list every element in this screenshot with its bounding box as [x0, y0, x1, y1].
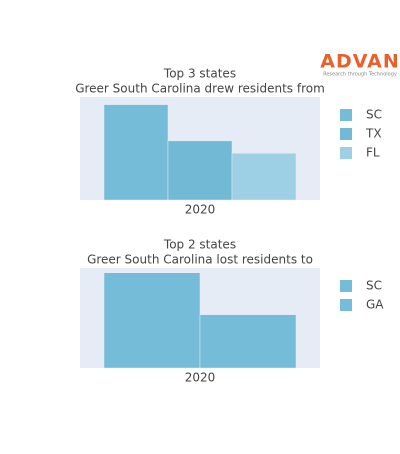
- legend-label: TX: [365, 127, 382, 141]
- chart-title: Top 3 states: [163, 67, 236, 81]
- legend-swatch: [340, 280, 352, 292]
- bar: [103, 272, 201, 369]
- chart-title: Top 2 states: [163, 238, 236, 252]
- chart-subtitle: Greer South Carolina lost residents to: [87, 253, 313, 267]
- legend-label: SC: [366, 108, 382, 122]
- legend-label: GA: [366, 298, 384, 312]
- legend-swatch: [340, 109, 352, 121]
- legend-swatch: [340, 147, 352, 159]
- bar: [231, 153, 297, 201]
- logo-tagline: Research through Technology: [323, 72, 397, 78]
- legend-swatch: [340, 299, 352, 311]
- bar: [167, 140, 233, 201]
- bar: [103, 104, 169, 201]
- logo-name: ADVAN: [320, 51, 400, 73]
- x-tick-label: 2020: [185, 371, 216, 385]
- x-tick-label: 2020: [185, 203, 216, 217]
- bar: [199, 314, 297, 369]
- chart-subtitle: Greer South Carolina drew residents from: [75, 82, 325, 96]
- legend-swatch: [340, 128, 352, 140]
- legend-label: FL: [366, 146, 380, 160]
- legend-label: SC: [366, 279, 382, 293]
